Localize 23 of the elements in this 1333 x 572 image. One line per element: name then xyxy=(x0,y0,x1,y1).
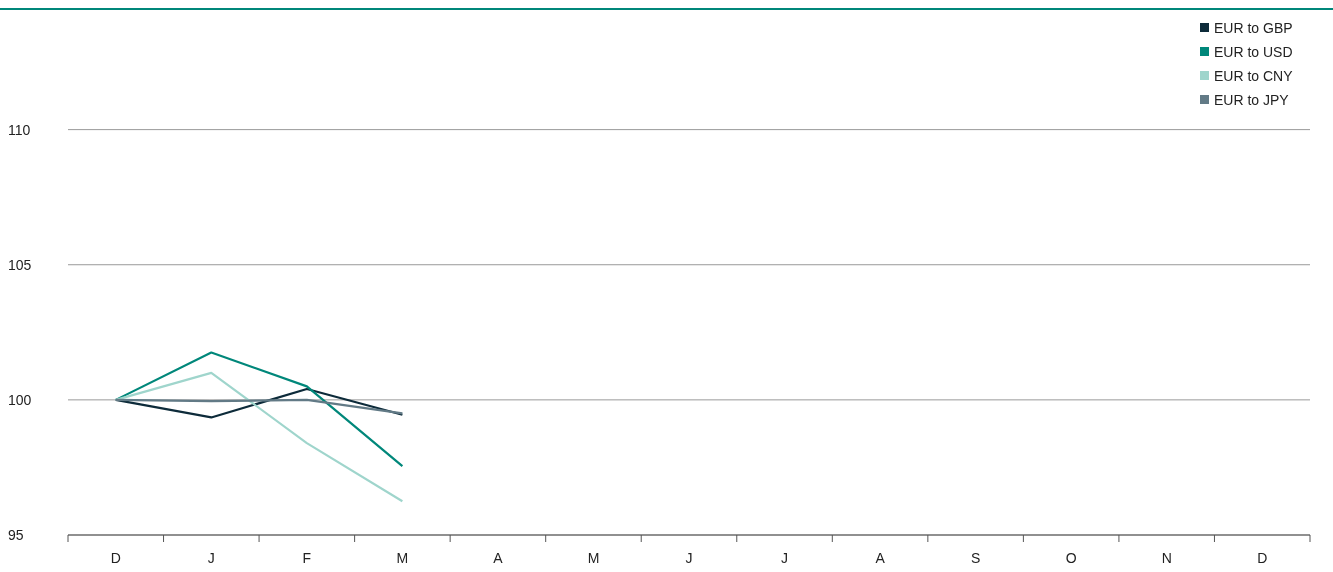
y-tick-label: 95 xyxy=(8,526,24,543)
y-tick-label: 105 xyxy=(8,256,32,273)
x-tick-label: J xyxy=(207,550,215,566)
x-tick-label: F xyxy=(302,550,312,566)
legend-label: EUR to USD xyxy=(1214,43,1293,60)
line-series xyxy=(114,371,404,503)
line-series xyxy=(114,351,404,468)
x-tick-label: M xyxy=(396,550,409,566)
x-tick-label: S xyxy=(970,550,981,566)
y-tick-label: 110 xyxy=(8,121,31,138)
legend-label: EUR to JPY xyxy=(1214,91,1290,108)
x-tick-label: J xyxy=(781,550,789,566)
x-tick-label: N xyxy=(1161,550,1172,566)
x-tick-label: D xyxy=(110,550,121,566)
legend-label: EUR to CNY xyxy=(1214,67,1294,84)
x-tick-label: M xyxy=(587,550,600,566)
x-tick-label: A xyxy=(875,550,886,566)
x-tick-label: J xyxy=(685,550,693,566)
x-tick-label: O xyxy=(1065,550,1077,566)
y-tick-label: 100 xyxy=(8,391,32,408)
legend-label: EUR to GBP xyxy=(1214,19,1293,36)
x-tick-label: A xyxy=(493,550,504,566)
x-tick-label: D xyxy=(1257,550,1268,566)
